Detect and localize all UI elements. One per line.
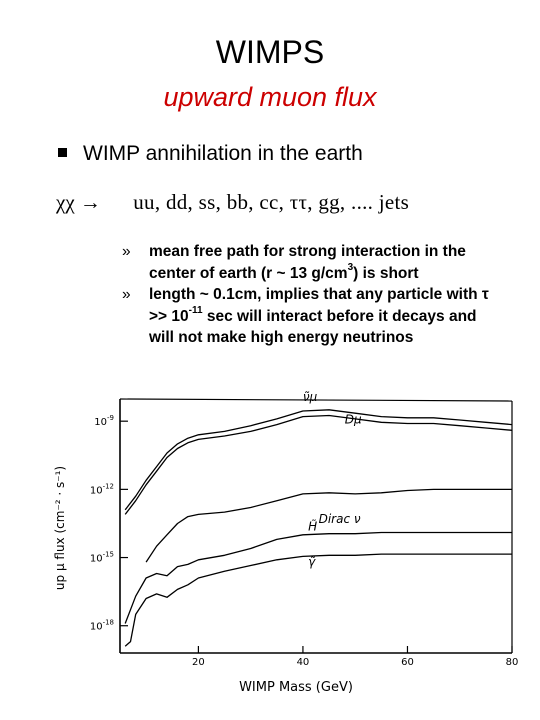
y-tick-label: 10-9: [94, 414, 114, 428]
x-axis-label: WIMP Mass (GeV): [239, 680, 353, 695]
flux-chart: 10-9 10-12 10-15 10-18 20 40 60 80 WIMP Mass (Ge…: [53, 390, 519, 695]
top-axis-line: [119, 398, 513, 402]
main-bullet-text: WIMP annihilation in the earth: [83, 142, 363, 165]
x-tick-label: 80: [506, 657, 519, 668]
subpoint-marker: »: [122, 286, 131, 303]
y-tick-exponent: -15: [103, 551, 114, 559]
y-tick-label: 10-15: [90, 551, 114, 565]
series-label: H̃: [308, 519, 317, 533]
series-line: [124, 414, 513, 515]
subpoint-length: » length ~ 0.1cm, implies that any parti…: [122, 284, 502, 349]
subpoint-list: » mean free path for strong interaction …: [122, 241, 502, 349]
slide-title: WIMPS: [215, 34, 325, 70]
subpoint-text: mean free path for strong interaction in…: [149, 243, 466, 282]
subpoint-text-end: ) is short: [353, 264, 419, 282]
x-tick-label: 20: [192, 657, 205, 668]
series-label: Dirac ν: [319, 512, 361, 526]
y-tick-exponent: -12: [103, 482, 114, 490]
subpoint-text-end: sec will interact before it decays and w…: [149, 307, 477, 347]
series-label: ν̃μ: [303, 390, 318, 404]
y-tick-exponent: -9: [107, 414, 114, 422]
annihilation-formula: χχ → uu, dd, ss, bb, cc, ττ, gg, .... je…: [56, 190, 409, 215]
series-line: [124, 531, 512, 624]
formula-lhs: χχ →: [56, 190, 101, 214]
series-line: [124, 409, 513, 511]
series-label: γ̃: [308, 555, 316, 569]
subpoint-sup: 3: [347, 262, 354, 274]
formula-rhs: uu, dd, ss, bb, cc, ττ, gg, .... jets: [133, 190, 410, 214]
subpoint-text: length ~ 0.1cm, implies that any particl…: [149, 286, 489, 325]
series-line: [145, 488, 512, 563]
y-tick-exponent: -18: [103, 619, 114, 627]
x-tick-label: 60: [401, 657, 414, 668]
subpoint-mean-free-path: » mean free path for strong interaction …: [122, 241, 502, 284]
main-bullet: WIMP annihilation in the earth: [58, 142, 363, 166]
series-label: Dμ: [345, 413, 362, 427]
y-tick-label: 10-12: [90, 482, 114, 496]
y-axis-label: up μ flux (cm⁻² · s⁻¹): [53, 466, 67, 590]
slide-subtitle: upward muon flux: [163, 82, 377, 112]
subpoint-sup: -11: [188, 305, 203, 317]
x-tick-label: 40: [297, 657, 310, 668]
subpoint-marker: »: [122, 243, 131, 260]
square-bullet-icon: [58, 147, 67, 157]
y-tick-label: 10-18: [90, 619, 114, 633]
series-line: [124, 553, 512, 647]
